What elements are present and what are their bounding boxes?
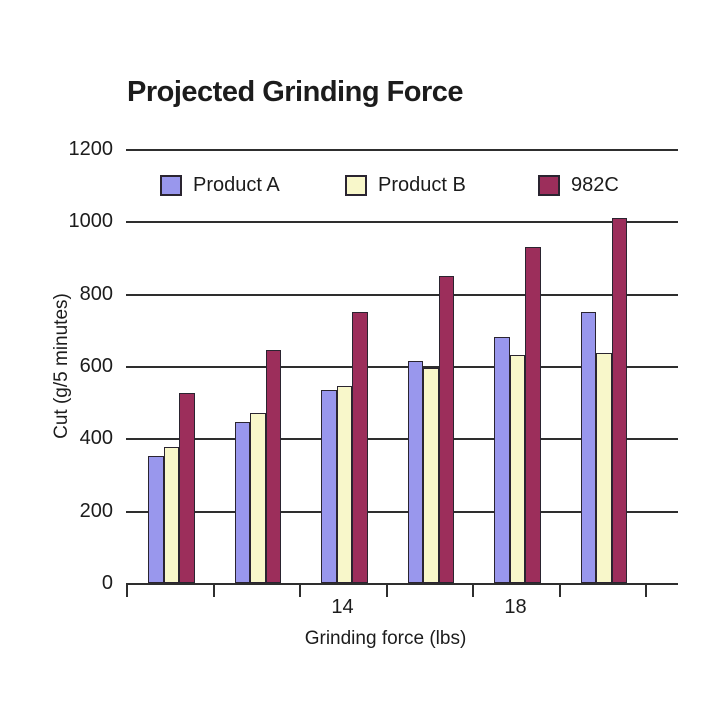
bar-product-b-group4	[423, 367, 439, 583]
bar-982c-group4	[438, 275, 454, 583]
x-axis-tick-0	[126, 583, 128, 597]
x-axis-tick-2	[299, 583, 301, 597]
x-axis-tick-5	[558, 583, 561, 597]
x-axis-baseline	[126, 583, 678, 585]
x-axis-title: Grinding force (lbs)	[304, 628, 467, 649]
bar-product-a-group3	[321, 389, 337, 583]
bar-product-b-group5	[509, 355, 525, 583]
legend-item-product-a: Product A	[160, 172, 280, 198]
legend-swatch-icon	[538, 174, 560, 196]
legend-label: Product A	[193, 173, 280, 196]
y-tick-label-0: 0	[101, 572, 113, 594]
legend-item-982c: 982C	[538, 172, 619, 198]
legend-label: 982C	[571, 173, 619, 196]
bar-product-a-group2	[234, 422, 250, 583]
gridline-600	[126, 366, 678, 368]
x-axis-tick-4	[472, 583, 474, 597]
y-tick-label-600: 600	[79, 355, 113, 377]
y-tick-label-1200: 1200	[68, 138, 114, 160]
bar-982c-group2	[265, 349, 281, 583]
gridline-1000	[126, 221, 678, 224]
bar-product-a-group5	[494, 337, 510, 583]
y-tick-label-200: 200	[79, 499, 113, 522]
x-axis-tick-6	[645, 583, 647, 597]
bar-product-b-group3	[336, 385, 352, 583]
legend-swatch-icon	[160, 174, 182, 196]
bar-product-a-group6	[580, 311, 596, 583]
bar-product-b-group6	[596, 353, 612, 583]
bar-982c-group5	[525, 246, 541, 583]
y-tick-label-400: 400	[79, 427, 113, 450]
bar-product-b-group1	[163, 447, 179, 583]
chart-title: Projected Grinding Force	[127, 76, 464, 108]
legend-item-product-b: Product B	[345, 172, 466, 198]
legend-label: Product B	[378, 173, 466, 196]
gridline-800	[126, 293, 678, 296]
bar-product-b-group2	[250, 413, 266, 583]
gridline-400	[126, 438, 678, 441]
bar-982c-group6	[611, 217, 627, 583]
bar-982c-group3	[352, 311, 368, 583]
legend-swatch-icon	[345, 174, 367, 196]
x-tick-label-18: 18	[504, 596, 527, 618]
bar-product-a-group1	[148, 456, 164, 583]
gridline-200	[126, 510, 678, 513]
x-axis-tick-1	[212, 583, 215, 597]
bar-product-a-group4	[407, 360, 423, 583]
x-tick-label-14: 14	[331, 596, 354, 618]
bar-982c-group1	[179, 393, 195, 583]
gridline-1200	[126, 149, 678, 151]
y-tick-label-1000: 1000	[68, 210, 114, 233]
x-axis-tick-3	[385, 583, 388, 597]
y-tick-label-800: 800	[79, 282, 113, 305]
